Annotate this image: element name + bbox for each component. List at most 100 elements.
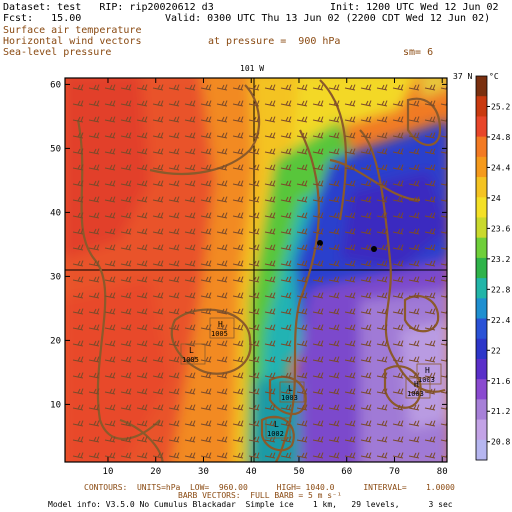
wind-barb [296, 340, 308, 347]
wind-barb [232, 308, 244, 315]
wind-barb [120, 276, 132, 283]
wind-barb [360, 404, 372, 411]
wind-barb [296, 100, 308, 107]
colorbar: 25.2 24.8 24.4 24 23.6 23.2 22.8 22.4 22 21.6 21.2… [475, 75, 510, 461]
wind-barb [312, 116, 324, 123]
wind-barb [200, 196, 212, 203]
wind-barb [296, 132, 308, 139]
wind-barb [264, 356, 276, 363]
wind-barb [392, 404, 404, 411]
wind-barb [120, 308, 132, 315]
wind-barb [376, 356, 388, 363]
wind-barb [72, 404, 84, 411]
wind-barb [168, 228, 180, 235]
colorbar-label: 20.8 [491, 438, 510, 447]
wind-barb [360, 436, 372, 443]
x-tick-label: 20 [150, 467, 161, 477]
wind-barb [360, 148, 372, 155]
wind-barb [232, 276, 244, 283]
wind-barb [264, 452, 276, 459]
wind-barb [376, 196, 388, 203]
pressure-contours [76, 79, 446, 462]
wind-barb [360, 180, 372, 187]
wind-barb [264, 324, 276, 331]
wind-barb [408, 308, 420, 315]
wind-barb [152, 276, 164, 283]
wind-barb [200, 180, 212, 187]
wind-barb [440, 373, 447, 378]
wind-barb [104, 244, 116, 251]
wind-barb [280, 180, 292, 187]
wind-barb [264, 164, 276, 171]
wind-barb [168, 340, 180, 347]
wind-barb [376, 132, 388, 139]
wind-barb [216, 116, 228, 123]
wind-barb [280, 84, 292, 91]
wind-barb [152, 260, 164, 267]
pressure-center-value: 1003 [407, 390, 424, 398]
fcst-label: Fcst: 15.00 [3, 13, 82, 24]
wind-barb [280, 308, 292, 315]
wind-barb [392, 180, 404, 187]
wind-barb [392, 452, 404, 459]
wind-barb [216, 292, 228, 299]
wind-barb [360, 212, 372, 219]
wind-barb [328, 100, 340, 107]
wind-barb [136, 452, 148, 459]
wind-barb [216, 148, 228, 155]
wind-barb [200, 372, 212, 379]
wind-barb [360, 292, 372, 299]
wind-barb [120, 388, 132, 395]
wind-barb [248, 180, 260, 187]
wind-barb [216, 388, 228, 395]
wind-barb [104, 212, 116, 219]
wind-barb [408, 276, 420, 283]
colorbar-label: 21.2 [491, 407, 510, 416]
wind-barb [88, 308, 100, 315]
wind-barb [376, 308, 388, 315]
wind-barb [376, 84, 388, 91]
wind-barb [168, 100, 180, 107]
wind-barb [408, 452, 420, 459]
wind-barb [136, 132, 148, 139]
wind-barb [280, 164, 292, 171]
wind-barb [248, 260, 260, 267]
wind-barb [312, 388, 324, 395]
wind-barb [152, 84, 164, 91]
wind-barb [72, 132, 84, 139]
pressure-center-value: 1003 [281, 394, 298, 402]
wind-barb [360, 372, 372, 379]
wind-barb [424, 164, 436, 171]
colorbar-label: 23.6 [491, 224, 510, 233]
wind-barb [328, 356, 340, 363]
wind-barb [296, 228, 308, 235]
wind-barb [152, 324, 164, 331]
wind-barb [104, 164, 116, 171]
top-right-latitude-label: 37 N [453, 72, 473, 81]
wind-barb [312, 436, 324, 443]
barb-info: BARB VECTORS: FULL BARB = 5 m s⁻¹ [178, 491, 342, 500]
wind-barb [168, 404, 180, 411]
wind-barb [248, 148, 260, 155]
wind-barb [408, 340, 420, 347]
wind-barb [328, 292, 340, 299]
field-temperature-label: Surface air temperature [3, 25, 142, 36]
wind-barb [408, 148, 420, 155]
wind-barb [120, 180, 132, 187]
wind-barb [184, 228, 196, 235]
wind-barb [136, 212, 148, 219]
y-tick-label: 60 [50, 80, 61, 90]
wind-barb [376, 260, 388, 267]
wind-barb [120, 212, 132, 219]
wind-barb [248, 100, 260, 107]
wind-barb [200, 164, 212, 171]
wind-barb [72, 228, 84, 235]
wind-barb [312, 276, 324, 283]
wind-barb [88, 340, 100, 347]
wind-barb [280, 132, 292, 139]
wind-barb [360, 196, 372, 203]
wind-barb [248, 436, 260, 443]
colorbar-segment [476, 136, 487, 158]
wind-barb [264, 228, 276, 235]
wind-barb [344, 276, 356, 283]
